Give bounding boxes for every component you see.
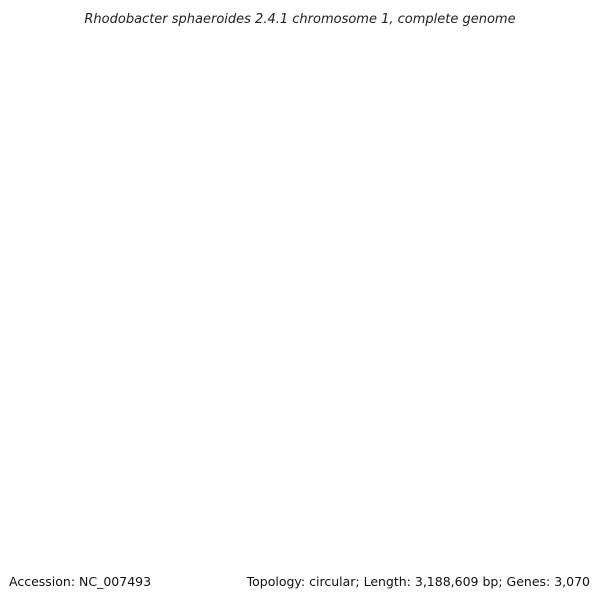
map-title: Rhodobacter sphaeroides 2.4.1 chromosome… xyxy=(84,12,515,27)
genome-summary-text: Topology: circular; Length: 3,188,609 bp… xyxy=(246,574,590,589)
accession-text: Accession: NC_007493 xyxy=(9,574,151,589)
